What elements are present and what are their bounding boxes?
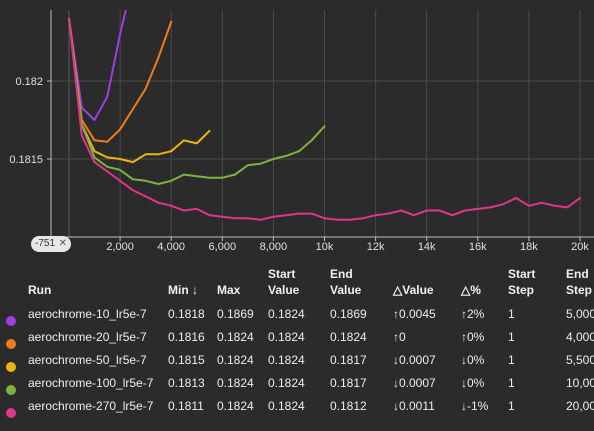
delta-value: ↓0.0007 <box>393 353 436 367</box>
max-value: 0.1869 <box>217 307 254 321</box>
x-min-chip[interactable]: -751 ✕ <box>31 236 71 252</box>
end-value: 0.1817 <box>330 353 367 367</box>
run-name: aerochrome-100_lr5e-7 <box>28 376 154 390</box>
x-tick-label: 4,000 <box>157 241 185 253</box>
series-line-aerochrome-20_lr5e-7 <box>68 17 173 143</box>
delta-value: ↓0.0011 <box>393 399 435 413</box>
y-tick-label: 0.182 <box>15 76 43 88</box>
start-value: 0.1824 <box>268 307 305 321</box>
run-color-dot <box>6 339 16 349</box>
delta-value: ↑0.0045 <box>393 307 436 321</box>
series-line-aerochrome-50_lr5e-7 <box>68 17 211 164</box>
end-step: 5,500 <box>566 353 594 367</box>
run-name: aerochrome-270_lr5e-7 <box>28 399 154 413</box>
start-value: 0.1824 <box>268 399 305 413</box>
end-step: 20,000 <box>566 399 594 413</box>
end-step: 4,000 <box>566 330 594 344</box>
run-color-dot <box>6 408 16 418</box>
run-name: aerochrome-10_lr5e-7 <box>28 307 147 321</box>
start-step: 1 <box>508 307 515 321</box>
header-delta-pct[interactable]: △% <box>461 283 481 297</box>
x-min-chip-label: -751 <box>35 238 56 249</box>
header-start-value-2[interactable]: Value <box>268 283 300 297</box>
max-value: 0.1824 <box>217 330 254 344</box>
delta-value: ↑0 <box>393 330 406 344</box>
end-step: 5,000 <box>566 307 594 321</box>
header-end-value-2[interactable]: Value <box>330 283 362 297</box>
run-color-dot <box>6 385 16 395</box>
header-max[interactable]: Max <box>217 283 241 297</box>
start-step: 1 <box>508 330 515 344</box>
run-name: aerochrome-20_lr5e-7 <box>28 330 147 344</box>
run-color-dot <box>6 316 16 326</box>
delta-pct: ↑2% <box>461 307 485 321</box>
header-start-value-1[interactable]: Start <box>268 267 296 281</box>
x-tick-label: 6,000 <box>209 241 237 253</box>
header-min[interactable]: Min ↓ <box>168 283 198 297</box>
x-tick-label: 20k <box>571 241 589 253</box>
run-color-dot <box>6 362 16 372</box>
x-axis-ticks: 2,000 4,000 6,000 8,000 10k 12k 14k 16k 18k 20k <box>106 241 589 253</box>
series-line-aerochrome-100_lr5e-7 <box>68 17 326 185</box>
start-value: 0.1824 <box>268 353 305 367</box>
line-chart[interactable]: 2,000 4,000 6,000 8,000 10k 12k 14k 16k 18k 20k 0… <box>0 0 594 262</box>
start-step: 1 <box>508 399 515 413</box>
end-value: 0.1812 <box>330 399 367 413</box>
header-start-step-1[interactable]: Start <box>508 267 536 281</box>
header-end-step-1[interactable]: End <box>566 267 589 281</box>
delta-pct: ↓0% <box>461 376 485 390</box>
series-line-aerochrome-270_lr5e-7 <box>68 17 581 221</box>
end-value: 0.1869 <box>330 307 367 321</box>
start-value: 0.1824 <box>268 330 305 344</box>
max-value: 0.1824 <box>217 399 254 413</box>
min-value: 0.1816 <box>168 330 205 344</box>
x-tick-label: 18k <box>520 241 538 253</box>
end-value: 0.1817 <box>330 376 367 390</box>
delta-pct: ↓0% <box>461 353 485 367</box>
close-icon[interactable]: ✕ <box>58 238 67 249</box>
delta-pct: ↑0% <box>461 330 485 344</box>
min-value: 0.1815 <box>168 353 205 367</box>
y-tick-label: 0.1815 <box>9 154 43 166</box>
header-end-step-2[interactable]: Step <box>566 283 593 297</box>
header-start-step-2[interactable]: Step <box>508 283 535 297</box>
min-value: 0.1818 <box>168 307 205 321</box>
end-value: 0.1824 <box>330 330 367 344</box>
start-step: 1 <box>508 353 515 367</box>
x-tick-label: 16k <box>469 241 487 253</box>
x-tick-label: 10k <box>316 241 334 253</box>
delta-value: ↓0.0007 <box>393 376 436 390</box>
start-step: 1 <box>508 376 515 390</box>
x-tick-label: 12k <box>367 241 385 253</box>
y-axis-ticks: 0.182 0.1815 <box>9 76 43 166</box>
header-run[interactable]: Run <box>28 283 52 297</box>
x-tick-label: 2,000 <box>106 241 134 253</box>
max-value: 0.1824 <box>217 353 254 367</box>
min-value: 0.1813 <box>168 376 205 390</box>
delta-pct: ↓-1% <box>461 399 489 413</box>
header-end-value-1[interactable]: End <box>330 267 353 281</box>
start-value: 0.1824 <box>268 376 305 390</box>
min-value: 0.1811 <box>168 399 204 413</box>
chart-series <box>68 10 581 221</box>
run-name: aerochrome-50_lr5e-7 <box>28 353 147 367</box>
chart-axes <box>47 10 594 241</box>
end-step: 10,000 <box>566 376 594 390</box>
x-tick-label: 14k <box>418 241 436 253</box>
header-delta-value[interactable]: △Value <box>393 283 434 297</box>
series-line-aerochrome-10_lr5e-7 <box>68 10 127 121</box>
x-tick-label: 8,000 <box>260 241 288 253</box>
max-value: 0.1824 <box>217 376 254 390</box>
chart-grid <box>51 10 594 237</box>
